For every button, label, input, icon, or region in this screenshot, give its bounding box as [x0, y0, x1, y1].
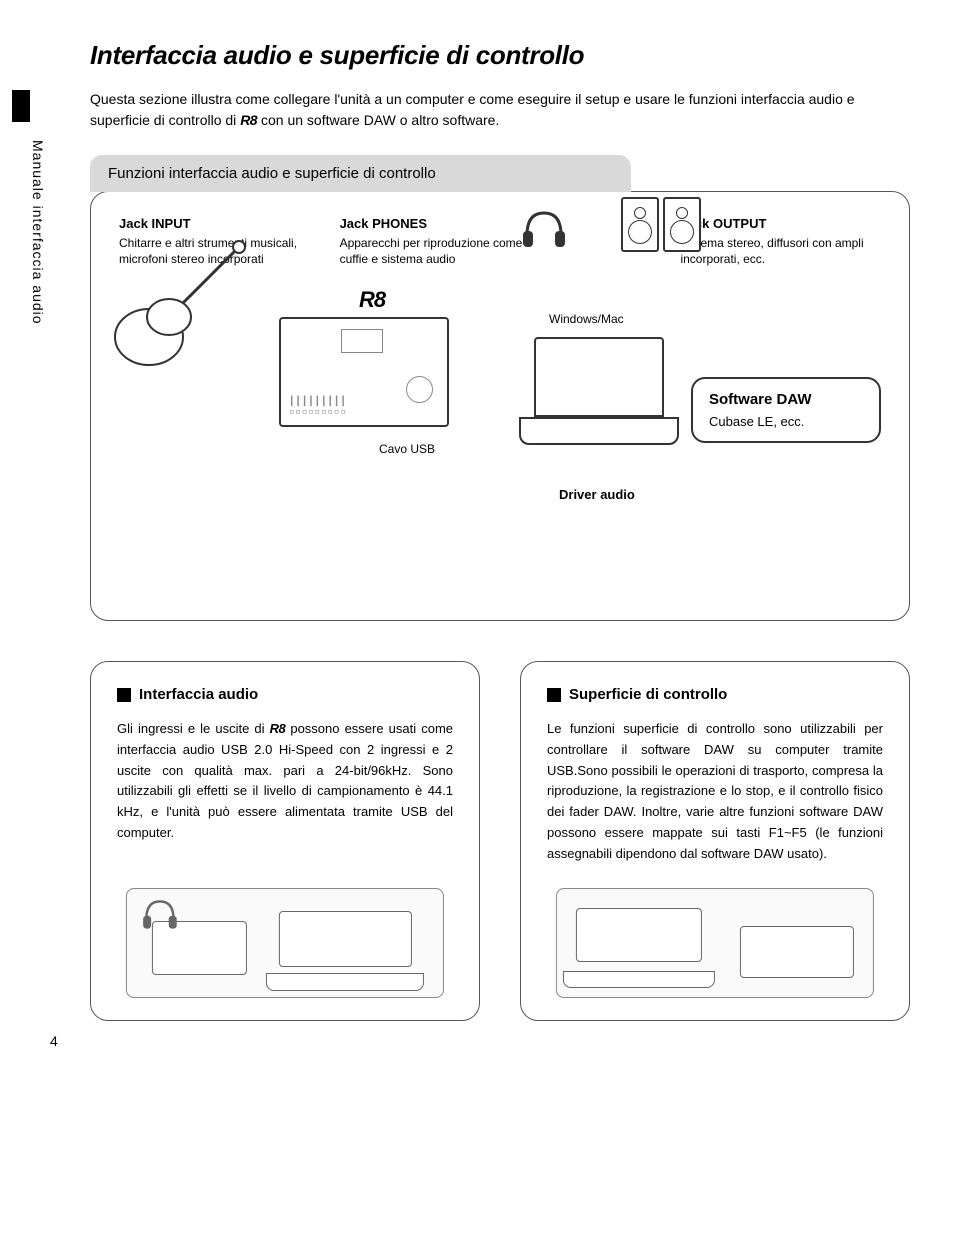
guitar-icon — [99, 237, 259, 397]
headphones-icon — [519, 205, 569, 255]
jack-phones-desc: Apparecchi per riproduzione come cuffie … — [340, 235, 541, 267]
col1-text-a: Gli ingressi e le uscite di — [117, 721, 270, 736]
driver-audio-label: Driver audio — [559, 487, 635, 502]
cavo-usb-label: Cavo USB — [379, 442, 435, 456]
intro-b: con un software DAW o altro software. — [257, 112, 499, 128]
intro-r8: R8 — [240, 112, 257, 128]
diagram-box: Jack INPUT Chitarre e altri strumenti mu… — [90, 191, 910, 621]
col1-illustration — [126, 888, 444, 998]
daw-title: Software DAW — [709, 391, 863, 408]
jack-phones-title: Jack PHONES — [340, 216, 541, 231]
winmac-label: Windows/Mac — [549, 312, 624, 326]
two-col-section: Interfaccia audio Gli ingressi e le usci… — [90, 661, 910, 1021]
col2-text: Le funzioni superficie di controllo sono… — [547, 719, 883, 865]
col2-illustration — [556, 888, 874, 998]
daw-box: Software DAW Cubase LE, ecc. — [691, 377, 881, 443]
col1-text-b: possono essere usati come interfaccia au… — [117, 721, 453, 840]
side-tab: Manuale interfaccia audio — [30, 140, 46, 325]
col-interfaccia: Interfaccia audio Gli ingressi e le usci… — [90, 661, 480, 1021]
speakers-icon — [621, 197, 711, 257]
page-number: 4 — [50, 1033, 58, 1049]
col1-head: Interfaccia audio — [117, 686, 453, 703]
diagram-area: R8 ┃┃┃┃┃┃┃┃┃▫▫▫▫▫▫▫▫▫ Cavo USB Windows/M… — [119, 277, 881, 577]
laptop-icon — [519, 337, 679, 447]
jack-phones: Jack PHONES Apparecchi per riproduzione … — [340, 216, 541, 267]
col1-text: Gli ingressi e le uscite di R8 possono e… — [117, 719, 453, 844]
col2-head: Superficie di controllo — [547, 686, 883, 703]
col1-r8: R8 — [270, 721, 286, 736]
callout-title: Funzioni interfaccia audio e superficie … — [90, 155, 631, 192]
device-faders: ┃┃┃┃┃┃┃┃┃▫▫▫▫▫▫▫▫▫ — [289, 397, 347, 417]
intro-paragraph: Questa sezione illustra come collegare l… — [90, 89, 910, 131]
page-title: Interfaccia audio e superficie di contro… — [90, 40, 910, 71]
col-superficie: Superficie di controllo Le funzioni supe… — [520, 661, 910, 1021]
jack-input-title: Jack INPUT — [119, 216, 320, 231]
daw-sub: Cubase LE, ecc. — [709, 414, 863, 429]
r8-logo: R8 — [359, 287, 385, 313]
r8-device-icon: ┃┃┃┃┃┃┃┃┃▫▫▫▫▫▫▫▫▫ — [279, 317, 449, 427]
